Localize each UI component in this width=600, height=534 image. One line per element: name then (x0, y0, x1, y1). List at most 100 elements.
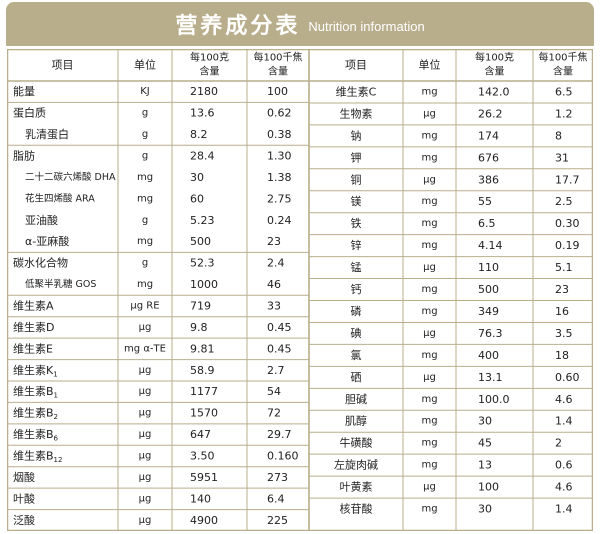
header-item: 项目 (345, 59, 367, 72)
nutrient-name: 维生素B1 (13, 384, 58, 400)
nutrient-unit: mg α-TE (124, 343, 166, 354)
nutrient-name: 肌醇 (345, 414, 367, 428)
header-per100g: 含量 (200, 65, 220, 78)
value-per-100g: 26.2 (478, 107, 503, 120)
nutrient-unit: g (142, 129, 148, 140)
nutrient-name: 镁 (351, 194, 362, 208)
nutrient-unit: μg (423, 482, 436, 493)
value-per-100g: 2180 (190, 85, 218, 98)
value-per-100g: 5.23 (190, 214, 215, 227)
header-per100g: 每100克 (475, 51, 514, 64)
header-item: 项目 (52, 59, 74, 72)
value-per-100kj: 5.1 (555, 261, 573, 274)
value-per-100kj: 2.5 (555, 195, 573, 208)
nutrient-unit: mg (421, 130, 437, 141)
nutrient-name: 脂肪 (13, 149, 35, 163)
value-per-100kj: 225 (267, 514, 288, 527)
value-per-100g: 140 (190, 492, 211, 505)
nutrient-unit: mg (137, 172, 153, 183)
value-per-100g: 5951 (190, 471, 218, 484)
nutrient-unit: g (142, 108, 148, 119)
nutrient-name: 铁 (351, 217, 362, 230)
value-per-100kj: 0.45 (267, 342, 292, 355)
value-per-100g: 1000 (190, 278, 218, 291)
value-per-100kj: 0.24 (267, 214, 292, 227)
value-per-100kj: 0.45 (267, 321, 292, 334)
nutrient-unit: mg (421, 86, 437, 97)
value-per-100g: 58.9 (190, 364, 215, 377)
nutrient-unit: μg (139, 429, 152, 440)
nutrient-name: 牛磺酸 (340, 436, 373, 450)
title-en: Nutrition information (308, 18, 425, 34)
nutrient-name: 维生素B6 (13, 427, 59, 443)
value-per-100g: 4.14 (478, 239, 503, 252)
title-banner: 营养成分表 Nutrition information (6, 2, 594, 46)
header-per100kj: 含量 (553, 65, 573, 78)
value-per-100g: 500 (190, 235, 211, 248)
nutrient-unit: μg (139, 515, 152, 526)
value-per-100kj: 8 (555, 129, 562, 142)
value-per-100g: 4900 (190, 514, 218, 527)
nutrient-unit: μg (139, 451, 152, 462)
value-per-100kj: 18 (555, 349, 569, 362)
nutrient-name: 钙 (351, 282, 362, 296)
nutrient-name: 维生素K1 (13, 363, 58, 379)
nutrient-unit: mg (421, 394, 437, 405)
value-per-100kj: 2 (555, 437, 562, 450)
value-per-100g: 349 (478, 305, 499, 318)
nutrient-unit: μg (139, 322, 152, 333)
nutrient-name: α-亚麻酸 (25, 234, 69, 248)
value-per-100kj: 273 (267, 471, 288, 484)
nutrient-name: 核苷酸 (340, 502, 373, 516)
nutrient-name: 叶酸 (13, 491, 35, 505)
value-per-100g: 3.50 (190, 450, 215, 463)
nutrient-name: 胆碱 (345, 393, 367, 406)
value-per-100kj: 2.75 (267, 192, 292, 205)
value-per-100g: 6.5 (478, 217, 496, 230)
nutrient-name: 烟酸 (13, 470, 35, 484)
value-per-100g: 13.1 (478, 371, 503, 384)
nutrient-unit: mg (421, 350, 437, 361)
nutrient-name: 低聚半乳糖 GOS (25, 278, 96, 290)
nutrient-name: 能量 (13, 84, 35, 98)
nutrient-name: 乳清蛋白 (25, 127, 69, 141)
nutrient-name: 氯 (351, 348, 362, 362)
value-per-100kj: 6.4 (267, 492, 285, 505)
value-per-100g: 100.0 (478, 393, 510, 406)
title-zh: 营养成分表 (175, 14, 301, 39)
value-per-100kj: 0.38 (267, 128, 292, 141)
nutrient-unit: mg (421, 416, 437, 427)
value-per-100g: 8.2 (190, 128, 208, 141)
nutrient-unit: mg (421, 504, 437, 515)
nutrient-name: 碘 (351, 327, 362, 340)
nutrient-unit: μg (139, 386, 152, 397)
value-per-100kj: 23 (267, 235, 281, 248)
value-per-100g: 52.3 (190, 257, 215, 270)
nutrient-name: 硒 (351, 371, 362, 384)
value-per-100g: 400 (478, 349, 499, 362)
value-per-100kj: 1.4 (555, 503, 573, 516)
header-per100kj: 含量 (268, 65, 288, 78)
value-per-100kj: 100 (267, 85, 288, 98)
value-per-100g: 500 (478, 283, 499, 296)
value-per-100g: 676 (478, 151, 499, 164)
nutrient-unit: mg (421, 306, 437, 317)
nutrient-name: 碳水化合物 (13, 256, 68, 270)
nutrient-name: 叶黄素 (340, 480, 373, 494)
nutrient-unit: g (142, 151, 148, 162)
nutrient-unit: g (142, 215, 148, 226)
value-per-100kj: 0.19 (555, 239, 580, 252)
value-per-100kj: 0.160 (267, 450, 299, 463)
nutrient-unit: mg (421, 218, 437, 229)
nutrient-unit: mg (137, 193, 153, 204)
value-per-100g: 13.6 (190, 107, 215, 120)
value-per-100g: 647 (190, 428, 211, 441)
nutrient-name: 二十二碳六烯酸 DHA (25, 171, 116, 183)
value-per-100g: 1177 (190, 385, 218, 398)
value-per-100g: 110 (478, 261, 499, 274)
header-unit: 单位 (419, 58, 441, 72)
nutrient-unit: mg (137, 279, 153, 290)
nutrient-unit: mg (421, 460, 437, 471)
value-per-100g: 30 (190, 171, 204, 184)
